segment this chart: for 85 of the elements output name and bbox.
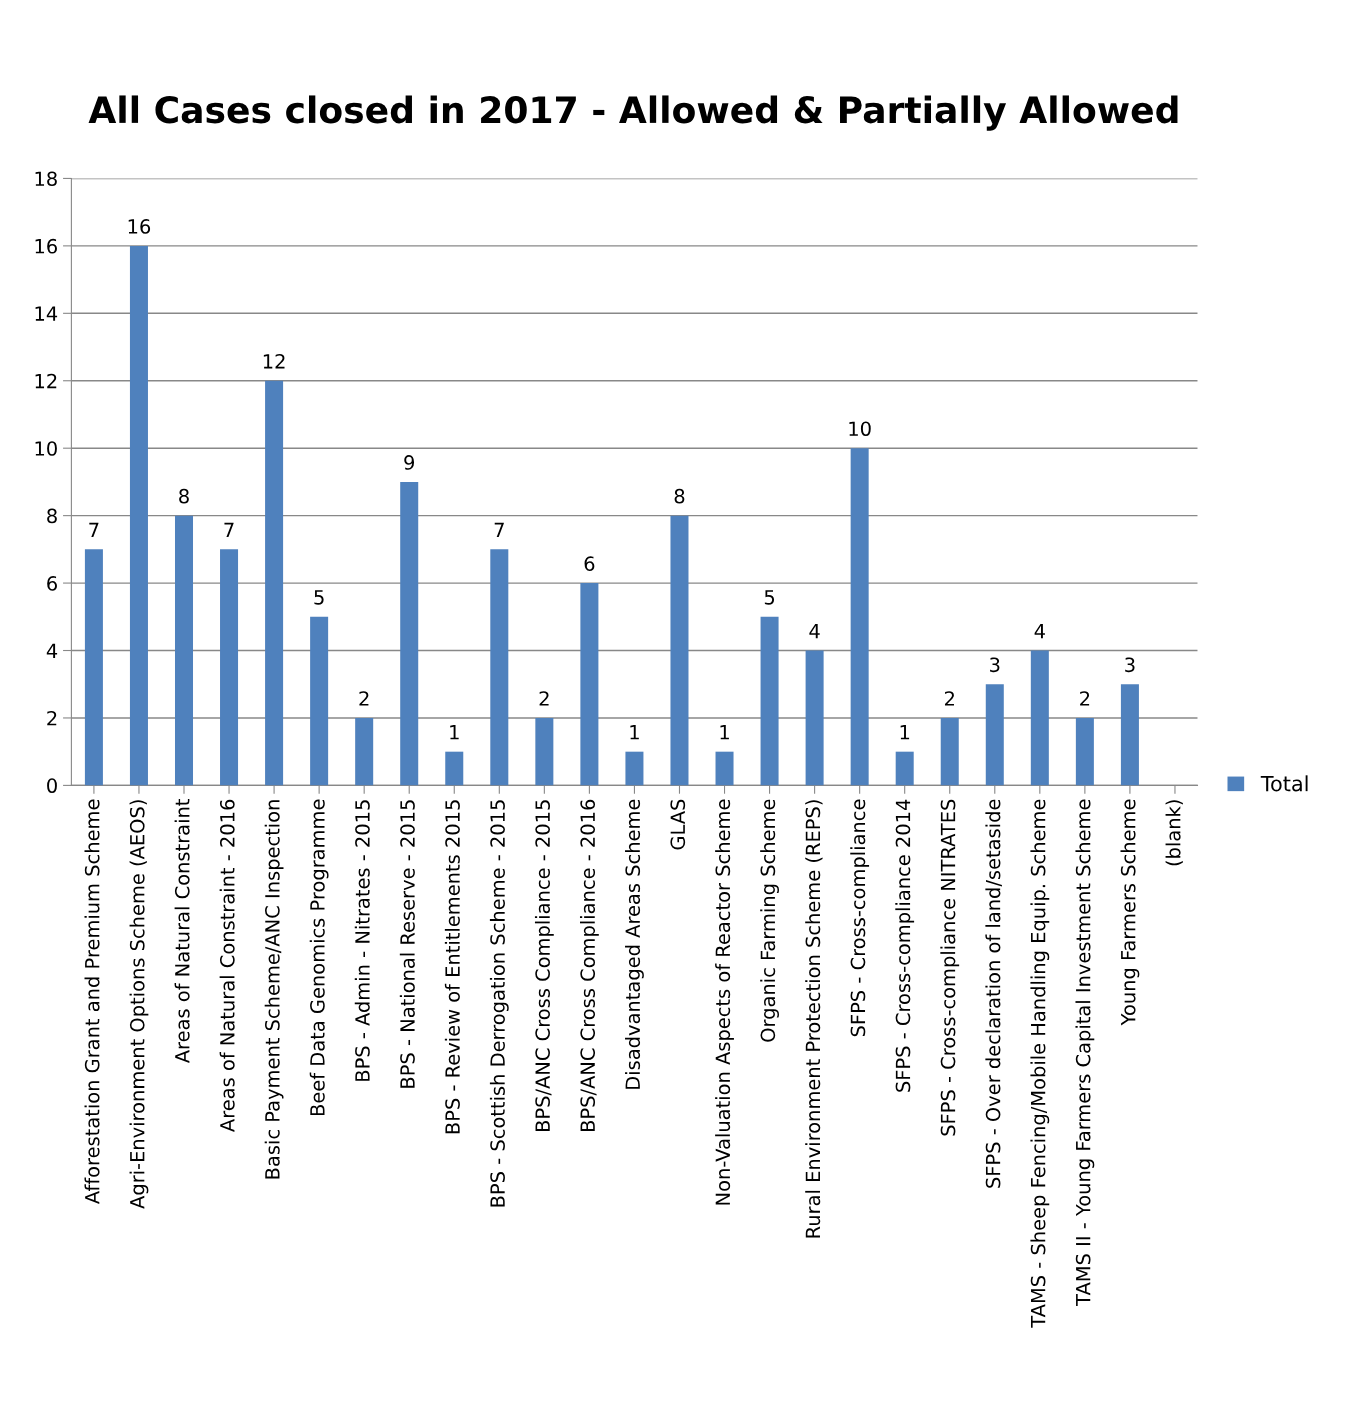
x-tick-label: TAMS - Sheep Fencing/Mobile Handling Equip. Scheme [1030, 799, 1050, 1328]
x-tick-label: SFPS - Cross-compliance [850, 799, 870, 1037]
data-label: 8 [179, 488, 189, 504]
bar [84, 549, 103, 786]
bar [220, 549, 239, 786]
x-tick-label: Areas of Natural Constraint - 2016 [219, 799, 235, 1132]
y-tick-label: 0 [47, 778, 57, 794]
data-label: 1 [450, 725, 459, 740]
x-tick-label: TAMS II - Young Farmers Capital Investment Scheme [1075, 799, 1095, 1306]
legend-label: Total [1260, 775, 1308, 792]
bar [670, 515, 689, 786]
x-tick-label: SFPS - Cross-compliance NITRATES [940, 799, 960, 1136]
data-label: 6 [584, 556, 595, 571]
x-tick-label: Young Farmers Scheme [1120, 799, 1140, 1026]
x-tick-label: Beef Data Genomics Programme [309, 799, 329, 1116]
x-tick-label: Rural Environment Protection Scheme (REPS) [805, 800, 823, 1238]
bar [985, 684, 1004, 786]
data-label: 4 [809, 623, 820, 639]
y-tick-label: 6 [47, 576, 57, 591]
bar [715, 751, 734, 786]
data-label: 7 [89, 522, 99, 537]
data-label: 3 [1125, 657, 1135, 673]
bar [760, 616, 779, 786]
bar [174, 515, 194, 786]
x-tick-label: Areas of Natural Constraint [174, 799, 190, 1064]
bar [1030, 650, 1049, 786]
y-tick-label: 14 [35, 306, 58, 321]
bar [805, 650, 824, 786]
bar [580, 583, 599, 786]
y-tick-label: 2 [47, 710, 57, 726]
x-tick-label: Basic Payment Scheme/ANC Inspection [264, 800, 284, 1179]
x-tick-label: BPS - Scottish Derrogation Scheme - 2015 [489, 800, 509, 1207]
data-label: 2 [539, 691, 549, 706]
data-label: 1 [630, 725, 639, 740]
x-tick-label: BPS/ANC Cross Compliance - 2016 [579, 799, 599, 1132]
bar [1120, 684, 1139, 786]
bar [400, 481, 419, 786]
x-tick-label: BPS - Admin - Nitrates - 2015 [354, 800, 370, 1081]
y-tick-label: 18 [35, 171, 57, 187]
bar [129, 245, 148, 786]
x-tick-label: BPS/ANC Cross Compliance - 2015 [534, 800, 554, 1132]
data-label: 5 [764, 590, 775, 605]
data-label: 1 [900, 725, 910, 740]
x-tick-label: Organic Farming Scheme [760, 799, 779, 1042]
x-tick-label: GLAS [670, 799, 686, 850]
bar [625, 751, 644, 786]
x-tick-label: Disadvantaged Areas Scheme [625, 799, 644, 1089]
y-tick-label: 10 [35, 441, 57, 456]
bar [895, 751, 914, 786]
data-label: 9 [404, 455, 415, 470]
x-tick-label: Agri-Environment Options Scheme (AEOS) [129, 800, 149, 1209]
data-label: 12 [263, 353, 285, 369]
y-tick-label: 16 [35, 238, 57, 254]
bar [850, 448, 869, 786]
data-label: 3 [990, 657, 1000, 673]
data-label: 7 [224, 522, 234, 537]
data-label: 8 [674, 488, 685, 504]
y-tick-label: 8 [47, 508, 57, 524]
bar [490, 549, 509, 786]
bar [535, 717, 554, 786]
data-label: 2 [359, 691, 369, 706]
bar [310, 616, 329, 786]
bar [940, 717, 959, 786]
y-tick-label: 4 [46, 643, 58, 658]
chart-title: All Cases closed in 2017 - Allowed & Partially Allowed [88, 95, 1178, 131]
x-tick-label: Non-Valuation Aspects of Reactor Scheme [715, 799, 734, 1205]
x-tick-label: SFPS - Cross-compliance 2014 [895, 799, 915, 1092]
x-tick-label: BPS - Review of Entitlements 2015 [444, 800, 460, 1134]
data-label: 4 [1034, 623, 1045, 639]
data-label: 16 [128, 219, 151, 234]
data-label: 5 [314, 590, 324, 605]
y-tick-label: 12 [35, 373, 57, 389]
data-label: 2 [1080, 691, 1090, 706]
data-label: 10 [849, 421, 871, 437]
bar [355, 717, 374, 786]
x-tick-label: SFPS - Over declaration of land/setaside [985, 799, 1002, 1188]
x-tick-label: (blank) [1165, 800, 1183, 866]
data-label: 7 [494, 522, 504, 537]
bar [1075, 717, 1094, 786]
x-tick-label: BPS - National Reserve - 2015 [399, 800, 415, 1088]
bar [265, 380, 284, 786]
data-label: 2 [944, 691, 954, 706]
bar [445, 751, 464, 786]
x-tick-label: Afforestation Grant and Premium Scheme [84, 799, 100, 1205]
data-label: 1 [720, 725, 729, 740]
